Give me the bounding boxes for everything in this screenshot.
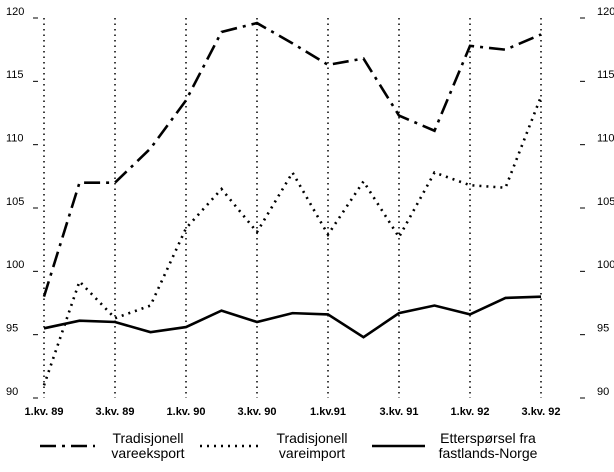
y2-tick-label: 110 [597, 133, 614, 145]
y2-tick-label: 115 [597, 69, 614, 81]
y2-tick-label: 105 [597, 196, 614, 208]
x-tick-label: 3.kv. 90 [238, 406, 277, 418]
series-line [42, 21, 542, 298]
y-tick-label: 105 [6, 196, 24, 208]
x-tick-label: 3.kv. 91 [380, 406, 419, 418]
series-line [42, 96, 543, 386]
y2-tick-label: 95 [597, 323, 609, 335]
y2-tick-label: 120 [597, 6, 614, 18]
x-tick-label: 3.kv. 89 [96, 406, 135, 418]
legend-label: Tradisjonell vareeksport [111, 430, 185, 461]
x-tick-label: 1.kv. 92 [451, 406, 490, 418]
y2-tick-label: 100 [597, 259, 614, 271]
y-tick-label: 95 [6, 323, 18, 335]
y-tick-label: 110 [6, 133, 24, 145]
x-tick-label: 1.kv. 90 [167, 406, 206, 418]
x-tick-label: 1.kv.91 [310, 406, 346, 418]
y-tick-label: 115 [6, 69, 24, 81]
legend-label: Tradisjonell vareimport [276, 430, 348, 461]
y-tick-label: 90 [6, 386, 18, 398]
y2-tick-label: 90 [597, 386, 609, 398]
legend-label: Etterspørsel fra fastlands-Norge [438, 430, 538, 461]
y-tick-label: 100 [6, 259, 24, 271]
series-line [43, 295, 542, 339]
x-tick-label: 3.kv. 92 [522, 406, 561, 418]
y-tick-label: 120 [6, 6, 24, 18]
x-tick-label: 1.kv. 89 [25, 406, 64, 418]
